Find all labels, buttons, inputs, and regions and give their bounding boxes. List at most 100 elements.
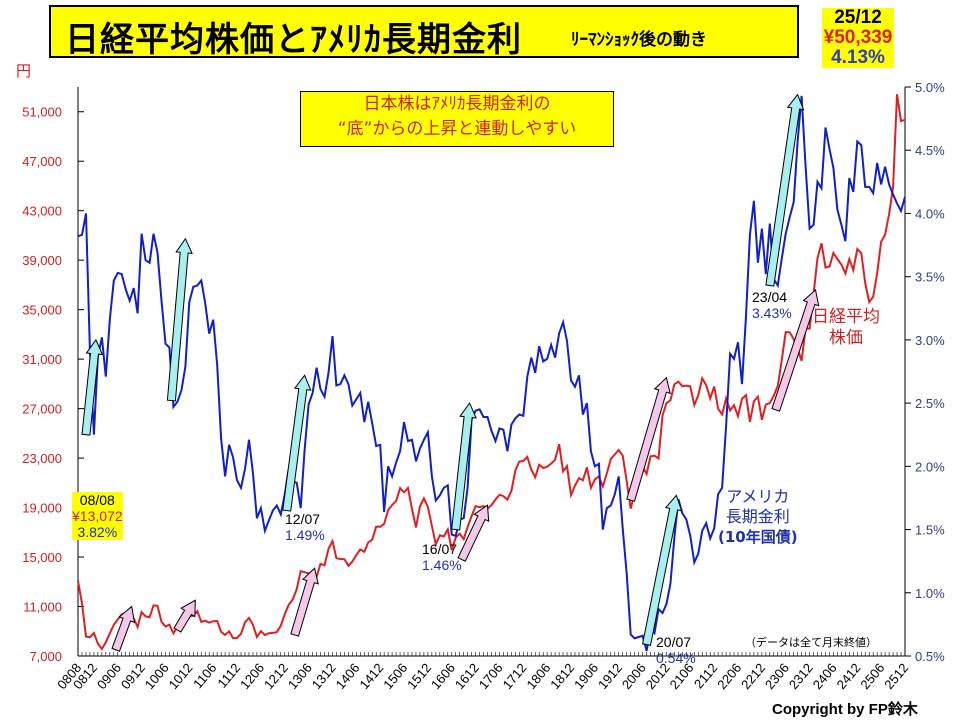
left-tick-label: 19,000	[22, 501, 62, 516]
left-axis-unit: 円	[16, 62, 32, 80]
chart-title: 日経平均株価とｱﾒﾘｶ長期金利	[65, 20, 522, 60]
left-tick-label: 51,000	[22, 105, 62, 120]
yield-rise-arrow	[81, 338, 104, 436]
left-tick-label: 11,000	[23, 600, 62, 615]
label-1607-date: 16/07	[422, 541, 458, 557]
x-tick-label: 1706	[476, 660, 506, 692]
yield-rise-arrow	[642, 494, 683, 646]
x-tick-label: 1806	[523, 660, 553, 692]
x-tick-label: 1012	[166, 660, 196, 692]
right-tick-label: 3.0%	[915, 333, 945, 348]
label-2007-yield: 0.54%	[656, 650, 696, 666]
nikkei-rise-arrow	[173, 599, 196, 633]
x-tick-label: 1612	[452, 660, 482, 692]
x-tick-label: 1206	[237, 660, 267, 692]
x-tick-label: 1712	[500, 660, 530, 692]
nikkei-label-line1: 日経平均	[812, 307, 880, 327]
latest-yield: 4.13%	[831, 47, 885, 68]
x-tick-label: 2212	[738, 660, 768, 692]
x-tick-label: 2306	[762, 660, 792, 692]
yield-label-line1: アメリカ	[726, 487, 790, 506]
nikkei-label-line2: 株価	[829, 328, 863, 348]
right-tick-label: 1.0%	[915, 586, 945, 601]
nikkei-rise-arrow	[290, 567, 319, 637]
x-tick-label: 1112	[214, 660, 243, 690]
label-1607: 16/07 1.46%	[422, 541, 462, 573]
right-tick-label: 2.0%	[915, 459, 945, 474]
left-tick-label: 31,000	[22, 352, 62, 367]
annotation-box: 日本株はｱﾒﾘｶ長期金利の “底”からの上昇と連動しやすい	[300, 91, 614, 147]
label-1607-yield: 1.46%	[422, 557, 462, 573]
right-tick-label: 5.0%	[915, 80, 945, 95]
x-tick-label: 2406	[810, 660, 840, 692]
nikkei-rise-arrow	[457, 504, 490, 562]
x-tick-label: 1406	[333, 660, 363, 692]
right-tick-label: 4.5%	[915, 143, 945, 158]
right-tick-label: 4.0%	[915, 206, 945, 221]
copyright: Copyright by FP鈴木	[772, 701, 918, 718]
label-start-price: ¥13,072	[72, 508, 123, 524]
yield-rise-arrow	[451, 402, 477, 531]
x-tick-label: 1412	[356, 660, 386, 692]
nikkei-rise-arrow	[111, 605, 136, 652]
annotation-line1: 日本株はｱﾒﾘｶ長期金利の	[363, 94, 551, 114]
left-tick-label: 23,000	[22, 451, 62, 466]
x-tick-label: 2512	[881, 660, 911, 692]
yield-label-line3: (10年国債)	[718, 528, 798, 546]
x-tick-label: 1912	[595, 660, 625, 692]
x-tick-label: 1106	[190, 660, 219, 691]
x-tick-label: 2312	[786, 660, 816, 692]
label-2304: 23/04 3.43%	[752, 289, 792, 321]
label-start-yield: 3.82%	[72, 524, 123, 540]
yield-rise-arrow	[282, 374, 312, 512]
latest-date: 25/12	[834, 7, 882, 28]
yield-series-label: アメリカ 長期金利 (10年国債)	[718, 487, 798, 547]
label-2304-yield: 3.43%	[752, 305, 792, 321]
left-tick-label: 35,000	[22, 303, 62, 318]
x-tick-label: 2206	[714, 660, 744, 692]
x-tick-label: 1512	[404, 660, 434, 692]
yield-rise-arrow	[765, 93, 805, 287]
x-tick-label: 1006	[142, 660, 172, 692]
yield-line	[77, 95, 906, 652]
left-tick-label: 7,000	[29, 649, 62, 664]
label-2304-date: 23/04	[752, 289, 788, 305]
x-tick-label: 1312	[309, 660, 339, 692]
label-1207-date: 12/07	[285, 511, 321, 527]
x-tick-label: 0912	[118, 660, 148, 692]
left-tick-label: 15,000	[22, 550, 62, 565]
left-tick-label: 43,000	[22, 204, 62, 219]
left-tick-label: 47,000	[22, 154, 62, 169]
title-banner: 日経平均株価とｱﾒﾘｶ長期金利 ﾘｰﾏﾝｼｮｯｸ後の動き	[49, 5, 799, 60]
x-tick-label: 0906	[94, 660, 124, 692]
nikkei-rise-arrow	[626, 376, 671, 502]
data-note: （データは全て月末終値）	[745, 636, 877, 649]
left-tick-label: 39,000	[22, 253, 62, 268]
yield-label-line2: 長期金利	[725, 507, 790, 526]
label-start: 08/08 ¥13,072 3.82%	[72, 492, 123, 540]
x-tick-label: 2506	[857, 660, 887, 692]
x-tick-label: 1306	[285, 660, 315, 692]
yield-rise-arrow	[166, 237, 193, 402]
chart-subtitle: ﾘｰﾏﾝｼｮｯｸ後の動き	[571, 30, 707, 50]
right-tick-label: 1.5%	[915, 523, 945, 538]
label-1207-yield: 1.49%	[285, 527, 325, 543]
label-2007: 20/07 0.54%	[656, 634, 696, 666]
right-tick-label: 0.5%	[915, 649, 945, 664]
annotation-line2: “底”からの上昇と連動しやすい	[337, 119, 577, 139]
label-start-date: 08/08	[72, 492, 123, 508]
right-tick-label: 2.5%	[915, 396, 945, 411]
right-tick-label: 3.5%	[915, 270, 945, 285]
x-tick-label: 1506	[380, 660, 410, 692]
latest-price: ¥50,339	[823, 27, 893, 48]
nikkei-line	[77, 94, 906, 651]
nikkei-series-label: 日経平均 株価	[812, 307, 880, 349]
latest-values: 25/12 ¥50,339 4.13%	[822, 8, 894, 68]
x-tick-label: 1606	[428, 660, 458, 692]
x-tick-label: 1812	[547, 660, 577, 692]
x-tick-label: 1212	[261, 660, 291, 692]
x-tick-label: 2412	[834, 660, 864, 692]
left-tick-label: 27,000	[22, 402, 62, 417]
